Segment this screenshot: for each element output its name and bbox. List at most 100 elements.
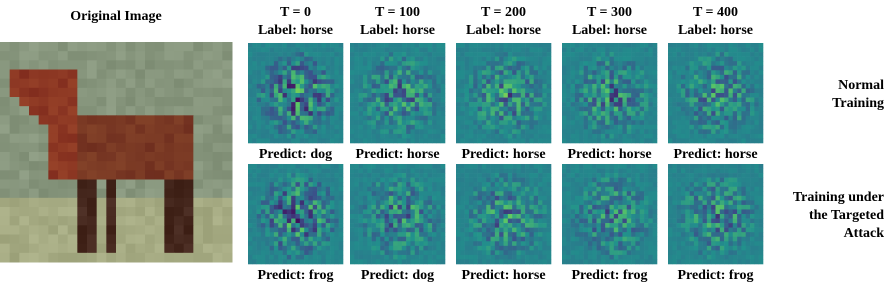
map-cell xyxy=(610,75,615,80)
map-cell xyxy=(681,164,686,169)
map-cell xyxy=(359,228,364,233)
map-cell xyxy=(428,241,433,246)
map-cell xyxy=(521,79,526,84)
map-cell xyxy=(653,223,658,228)
map-cell xyxy=(648,228,653,233)
map-cell xyxy=(534,61,539,66)
map-cell xyxy=(367,88,372,93)
map-cell xyxy=(592,250,597,255)
map-cell xyxy=(350,107,355,112)
column-step: T = 200 xyxy=(481,5,526,20)
map-cell xyxy=(575,98,580,103)
map-cell xyxy=(525,125,530,130)
pixel xyxy=(164,170,174,180)
map-cell xyxy=(317,182,322,187)
map-cell xyxy=(495,120,500,125)
pixel xyxy=(135,207,145,217)
map-cell xyxy=(614,111,619,116)
map-cell xyxy=(584,93,589,98)
map-cell xyxy=(313,66,318,71)
pixel xyxy=(87,106,97,116)
map-cell xyxy=(372,219,377,224)
map-cell xyxy=(274,196,279,201)
map-cell xyxy=(308,61,313,66)
map-cell xyxy=(313,57,318,62)
map-cell xyxy=(538,255,543,260)
map-cell xyxy=(534,164,539,169)
map-cell xyxy=(436,129,441,134)
map-cell xyxy=(508,250,513,255)
map-cell xyxy=(423,138,428,143)
map-cell xyxy=(423,102,428,107)
map-cell xyxy=(631,164,636,169)
map-cell xyxy=(677,138,682,143)
map-cell xyxy=(728,79,733,84)
map-cell xyxy=(389,134,394,139)
map-cell xyxy=(330,196,335,201)
map-cell xyxy=(677,57,682,62)
map-cell xyxy=(508,187,513,192)
map-cell xyxy=(534,66,539,71)
map-cell xyxy=(759,125,764,130)
map-cell xyxy=(703,102,708,107)
map-cell xyxy=(566,93,571,98)
map-cell xyxy=(529,205,534,210)
map-cell xyxy=(716,102,721,107)
map-cell xyxy=(631,173,636,178)
map-cell xyxy=(380,48,385,53)
map-cell xyxy=(456,120,461,125)
map-cell xyxy=(423,43,428,48)
map-cell xyxy=(367,205,372,210)
pixel xyxy=(135,216,145,226)
map-cell xyxy=(575,93,580,98)
map-cell xyxy=(698,57,703,62)
map-cell xyxy=(547,182,552,187)
map-cell xyxy=(547,187,552,192)
map-cell xyxy=(588,111,593,116)
map-cell xyxy=(575,66,580,71)
map-cell xyxy=(698,120,703,125)
map-cell xyxy=(428,66,433,71)
map-cell xyxy=(562,138,567,143)
map-cell xyxy=(627,57,632,62)
map-cell xyxy=(499,48,504,53)
map-cell xyxy=(465,88,470,93)
map-cell xyxy=(423,93,428,98)
map-cell xyxy=(465,61,470,66)
map-cell xyxy=(469,205,474,210)
map-cell xyxy=(690,93,695,98)
map-cell xyxy=(562,255,567,260)
map-cell xyxy=(300,237,305,242)
map-cell xyxy=(300,138,305,143)
map-cell xyxy=(588,98,593,103)
map-cell xyxy=(690,120,695,125)
map-cell xyxy=(508,125,513,130)
map-cell xyxy=(512,138,517,143)
map-cell xyxy=(398,214,403,219)
map-cell xyxy=(428,107,433,112)
map-cell xyxy=(504,52,509,57)
map-cell xyxy=(330,209,335,214)
map-cell xyxy=(428,43,433,48)
pixel xyxy=(106,88,116,98)
map-cell xyxy=(398,241,403,246)
pixel xyxy=(155,115,165,125)
map-cell xyxy=(261,48,266,53)
map-cell xyxy=(690,102,695,107)
pixel xyxy=(174,143,184,153)
map-cell xyxy=(529,134,534,139)
map-cell xyxy=(562,228,567,233)
map-cell xyxy=(334,223,339,228)
map-cell xyxy=(529,116,534,121)
map-cell xyxy=(495,246,500,251)
map-cell xyxy=(547,214,552,219)
pixel xyxy=(126,79,136,89)
map-cell xyxy=(398,205,403,210)
map-cell xyxy=(410,43,415,48)
pixel xyxy=(39,60,49,70)
map-cell xyxy=(681,61,686,66)
map-cell xyxy=(711,84,716,89)
map-cell xyxy=(640,250,645,255)
map-cell xyxy=(393,187,398,192)
map-cell xyxy=(274,70,279,75)
